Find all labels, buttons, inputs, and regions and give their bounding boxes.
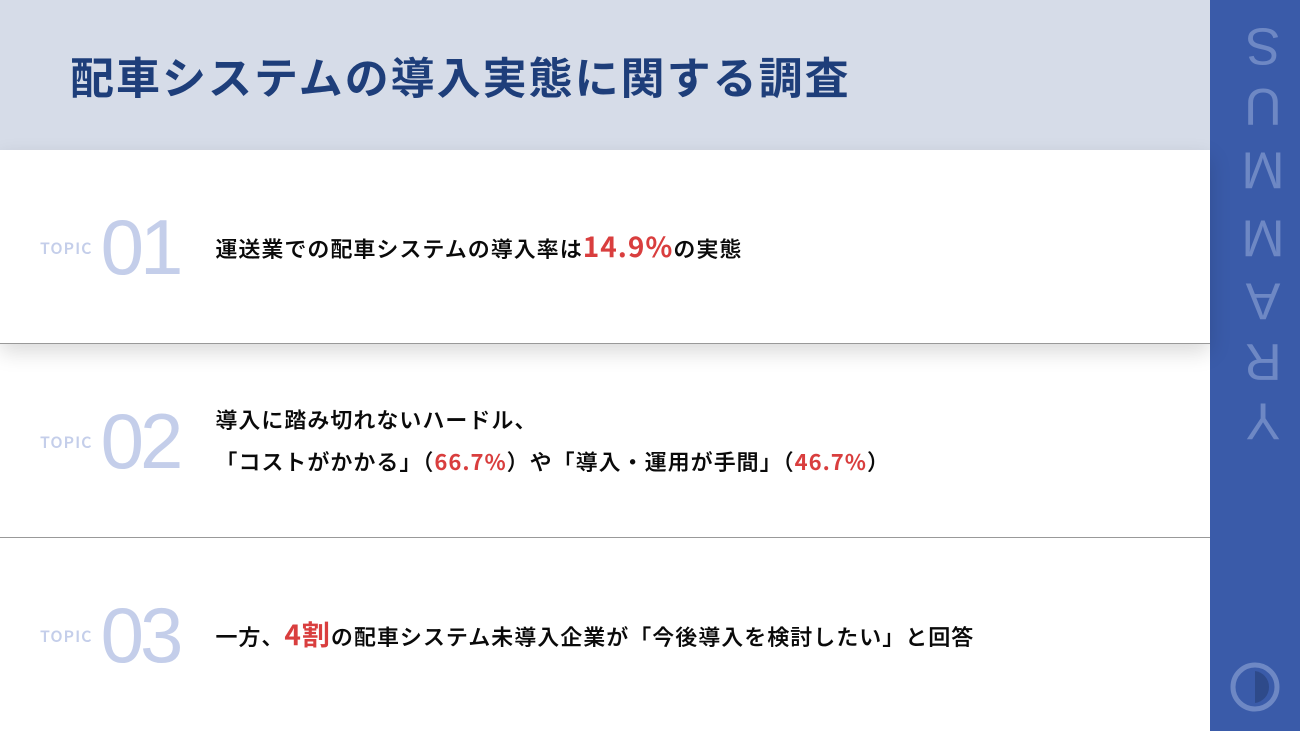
text-segment: 「コストがかかる」（	[215, 445, 434, 477]
topic-row-3: TOPIC 03 一方、4割の配車システム未導入企業が「今後導入を検討したい」と…	[0, 538, 1210, 731]
page-title: 配車システムの導入実態に関する調査	[70, 43, 851, 107]
text-segment: の配車システム未導入企業が「今後導入を検討したい」と回答	[331, 620, 974, 652]
text-segment: の実態	[673, 232, 742, 264]
text-segment: ）や「導入・運用が手間」（	[507, 445, 795, 477]
text-highlight: 66.7%	[434, 445, 506, 477]
text-segment: 一方、	[215, 620, 284, 652]
text-segment: ）	[867, 445, 890, 477]
text-highlight: 14.9%	[583, 226, 674, 266]
summary-sidebar: SUMMARY	[1210, 0, 1300, 731]
text-segment: 導入に踏み切れないハードル、	[215, 403, 537, 435]
text-segment: 運送業での配車システムの導入率は	[215, 232, 582, 264]
topic-text-3: 一方、4割の配車システム未導入企業が「今後導入を検討したい」と回答	[215, 608, 974, 661]
topic-number: 03	[101, 596, 180, 674]
topic-label: TOPIC	[40, 623, 93, 647]
sidebar-vertical-text: SUMMARY	[1225, 16, 1285, 450]
topic-number: 02	[101, 402, 180, 480]
topic-number: 01	[101, 208, 180, 286]
topic-row-2: TOPIC 02 導入に踏み切れないハードル、 「コストがかかる」（66.7%）…	[0, 344, 1210, 538]
topic-row-1: TOPIC 01 運送業での配車システムの導入率は14.9%の実態	[0, 150, 1210, 344]
text-highlight: 46.7%	[795, 445, 867, 477]
topic-text-2: 導入に踏み切れないハードル、 「コストがかかる」（66.7%）や「導入・運用が手…	[215, 399, 890, 483]
summary-icon	[1229, 661, 1281, 713]
topic-label: TOPIC	[40, 429, 93, 453]
header-bar: 配車システムの導入実態に関する調査	[0, 0, 1210, 150]
main-content: 配車システムの導入実態に関する調査 TOPIC 01 運送業での配車システムの導…	[0, 0, 1210, 731]
topic-text-1: 運送業での配車システムの導入率は14.9%の実態	[215, 220, 742, 273]
topics-container: TOPIC 01 運送業での配車システムの導入率は14.9%の実態 TOPIC …	[0, 150, 1210, 731]
text-highlight: 4割	[284, 614, 331, 654]
topic-label: TOPIC	[40, 235, 93, 259]
